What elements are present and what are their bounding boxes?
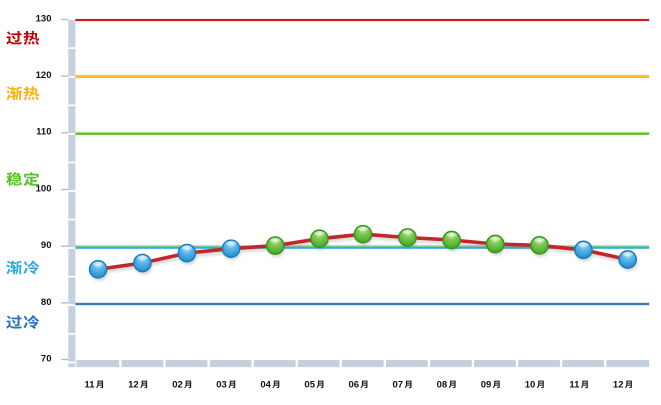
svg-text:02: 02 <box>172 379 183 390</box>
svg-text:80: 80 <box>41 297 52 308</box>
svg-text:120: 120 <box>36 70 52 81</box>
svg-text:10: 10 <box>525 379 536 390</box>
svg-text:04: 04 <box>260 379 271 390</box>
svg-text:06: 06 <box>349 379 360 390</box>
svg-text:12: 12 <box>128 379 139 390</box>
svg-text:11: 11 <box>569 379 580 390</box>
svg-text:03: 03 <box>216 379 227 390</box>
svg-text:12: 12 <box>613 379 624 390</box>
svg-text:100: 100 <box>36 183 52 194</box>
svg-text:70: 70 <box>41 353 52 364</box>
svg-text:08: 08 <box>437 379 448 390</box>
svg-text:05: 05 <box>304 379 315 390</box>
svg-text:90: 90 <box>41 240 52 251</box>
svg-text:11: 11 <box>85 379 96 390</box>
svg-text:130: 130 <box>36 13 52 24</box>
svg-text:110: 110 <box>36 127 51 138</box>
svg-text:09: 09 <box>481 379 492 390</box>
svg-text:07: 07 <box>393 379 404 390</box>
